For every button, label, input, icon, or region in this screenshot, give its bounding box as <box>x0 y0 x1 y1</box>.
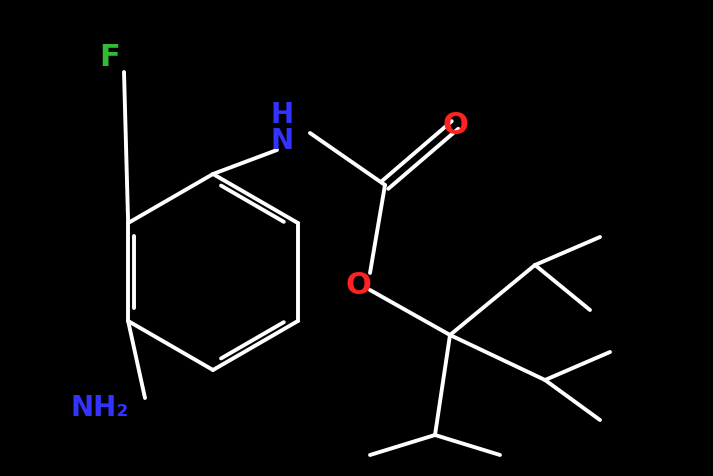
Text: NH₂: NH₂ <box>71 394 129 422</box>
Text: F: F <box>100 43 120 72</box>
Text: H
N: H N <box>270 101 294 155</box>
Text: O: O <box>442 110 468 139</box>
Text: O: O <box>345 270 371 299</box>
